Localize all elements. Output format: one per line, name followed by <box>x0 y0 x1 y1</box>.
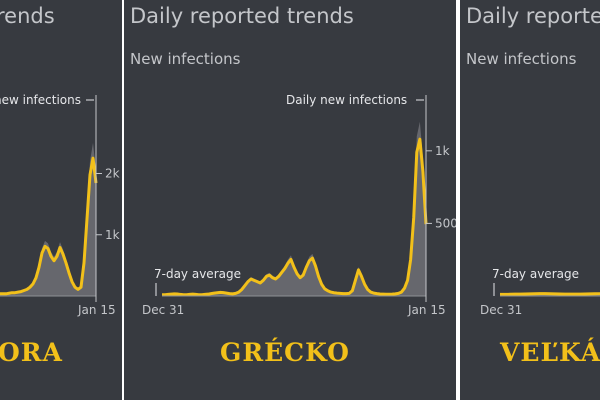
panel-title-1: rends <box>0 4 55 28</box>
chart-svg-2: 500 1k Dec 31 Jan 15 Daily new infections 7-d… <box>142 93 456 317</box>
country-label-2: GRÉCKO <box>220 338 350 367</box>
panel-title-3: Daily reporte <box>466 4 600 28</box>
avg-annotation: 7-day average <box>492 267 579 281</box>
panel-title-2: Daily reported trends <box>130 4 354 28</box>
chart-panel-3: Dec 31 7-day average Daily reporte New in… <box>460 0 600 400</box>
x-tick-label: Dec 31 <box>142 303 184 317</box>
x-tick-label: Jan 15 <box>77 303 116 317</box>
daily-annotation: Daily new infections <box>286 93 407 107</box>
series-line <box>162 137 428 297</box>
country-label-1: ORA <box>0 338 63 367</box>
daily-area <box>0 142 96 296</box>
daily-annotation: new infections <box>0 93 81 107</box>
y-tick-label: 2k <box>105 167 120 181</box>
panel-subtitle-3: New infections <box>466 50 577 68</box>
y-tick-label: 1k <box>105 228 120 242</box>
chart-panel-2: 500 1k Dec 31 Jan 15 Daily new infections 7-d… <box>124 0 456 400</box>
avg-annotation: 7-day average <box>154 267 241 281</box>
chart-svg-1: 1k 2k Jan 15 new infections <box>0 93 120 317</box>
x-tick-label: Dec 31 <box>480 303 522 317</box>
x-tick-label: Jan 15 <box>407 303 446 317</box>
y-tick-label: 500 <box>435 216 456 230</box>
chart-svg-3: Dec 31 7-day average <box>480 267 600 317</box>
series-line <box>500 292 600 296</box>
country-label-3: VEĽKÁ <box>500 338 600 367</box>
y-tick-label: 1k <box>435 144 450 158</box>
series-line <box>0 156 98 296</box>
chart-panel-1: 1k 2k Jan 15 new infections rends ORA <box>0 0 122 400</box>
panel-subtitle-2: New infections <box>130 50 241 68</box>
